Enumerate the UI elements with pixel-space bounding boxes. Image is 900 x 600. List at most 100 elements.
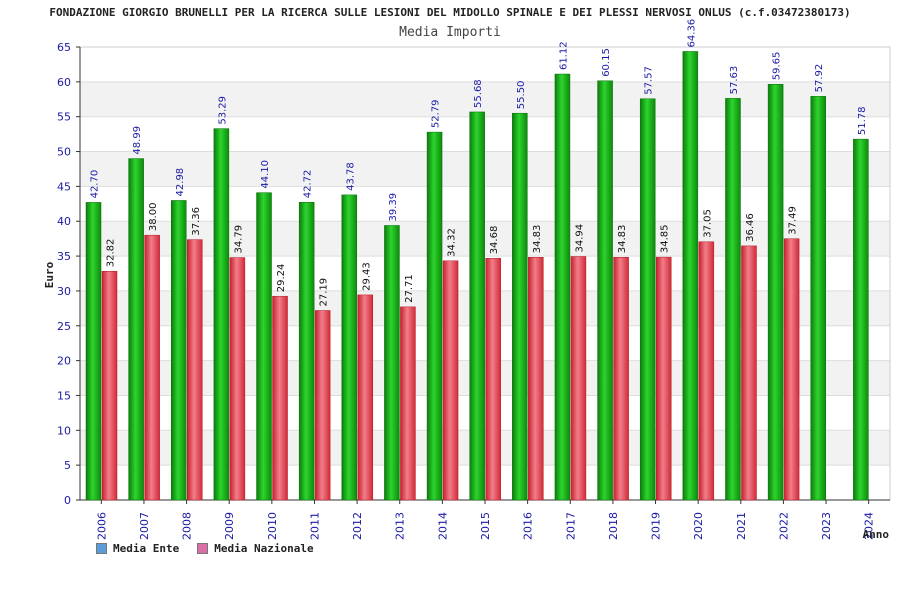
data-label: 34.32 bbox=[447, 228, 458, 257]
x-tick-label: 2021 bbox=[735, 512, 748, 540]
x-tick-label: 2011 bbox=[308, 512, 321, 540]
legend: Media Ente Media Nazionale bbox=[96, 542, 314, 555]
data-label: 34.83 bbox=[617, 225, 628, 254]
legend-item-media-ente: Media Ente bbox=[96, 542, 179, 555]
data-label: 27.19 bbox=[319, 278, 330, 307]
x-tick-label: 2022 bbox=[777, 512, 790, 540]
x-tick-label: 2006 bbox=[95, 512, 108, 540]
bar-media-nazionale bbox=[485, 258, 501, 501]
bar-media-nazionale bbox=[442, 260, 459, 501]
bar-media-nazionale bbox=[357, 294, 374, 501]
legend-label-media-ente: Media Ente bbox=[113, 542, 180, 555]
data-label: 42.70 bbox=[90, 170, 101, 199]
bar-media-ente bbox=[810, 96, 826, 501]
data-label: 60.15 bbox=[601, 48, 612, 77]
bar-media-ente bbox=[384, 225, 400, 501]
bar-media-nazionale bbox=[400, 306, 416, 501]
chart-title: FONDAZIONE GIORGIO BRUNELLI PER LA RICER… bbox=[49, 6, 851, 19]
bar-media-ente bbox=[725, 98, 741, 501]
data-label: 32.82 bbox=[106, 239, 117, 268]
x-tick-label: 2020 bbox=[692, 512, 705, 540]
bars bbox=[85, 51, 869, 501]
legend-label-media-nazionale: Media Nazionale bbox=[214, 542, 314, 555]
y-tick-label: 5 bbox=[64, 459, 71, 472]
data-label: 37.49 bbox=[788, 206, 799, 235]
bar-media-ente bbox=[469, 111, 485, 501]
x-tick-label: 2024 bbox=[863, 512, 876, 540]
data-label: 27.71 bbox=[404, 274, 415, 303]
y-tick-label: 30 bbox=[57, 285, 71, 298]
bar-media-nazionale bbox=[613, 257, 629, 501]
y-tick-label: 20 bbox=[57, 355, 71, 368]
data-label: 61.12 bbox=[558, 41, 569, 70]
bar-media-nazionale bbox=[698, 241, 715, 501]
data-label: 44.10 bbox=[260, 160, 271, 189]
x-tick-label: 2023 bbox=[820, 512, 833, 540]
bar-media-ente bbox=[341, 194, 358, 501]
data-label: 55.68 bbox=[473, 79, 484, 108]
bar-media-nazionale bbox=[229, 257, 246, 501]
bar-media-nazionale bbox=[101, 271, 118, 501]
bar-media-ente bbox=[554, 73, 571, 501]
bar-media-ente bbox=[298, 202, 315, 501]
bar-media-ente bbox=[213, 128, 230, 501]
data-label: 37.36 bbox=[191, 207, 202, 236]
y-tick-label: 55 bbox=[57, 111, 71, 124]
data-label: 59.65 bbox=[772, 52, 783, 81]
data-label: 29.43 bbox=[361, 262, 372, 291]
y-tick-label: 60 bbox=[57, 76, 71, 89]
data-label: 38.00 bbox=[148, 203, 159, 232]
data-label: 37.05 bbox=[702, 209, 713, 238]
x-tick-label: 2018 bbox=[607, 512, 620, 540]
bar-media-nazionale bbox=[783, 238, 800, 501]
data-label: 53.29 bbox=[217, 96, 228, 125]
bar-media-ente bbox=[171, 200, 187, 501]
data-label: 55.50 bbox=[516, 81, 527, 110]
grid-band bbox=[80, 47, 890, 82]
y-tick-label: 10 bbox=[57, 424, 71, 437]
data-label: 64.36 bbox=[686, 19, 697, 48]
x-tick-label: 2017 bbox=[564, 512, 577, 540]
y-tick-label: 25 bbox=[57, 320, 71, 333]
bar-media-ente bbox=[682, 51, 699, 501]
data-label: 34.79 bbox=[233, 225, 244, 254]
bar-media-nazionale bbox=[272, 295, 288, 501]
bar-media-ente bbox=[85, 202, 102, 501]
legend-item-media-nazionale: Media Nazionale bbox=[197, 542, 314, 555]
x-tick-label: 2012 bbox=[351, 512, 364, 540]
data-label: 36.46 bbox=[745, 213, 756, 242]
y-tick-label: 50 bbox=[57, 146, 71, 159]
data-label: 34.94 bbox=[574, 224, 585, 253]
bar-media-ente bbox=[512, 112, 528, 501]
bar-media-nazionale bbox=[570, 256, 587, 501]
x-tick-label: 2016 bbox=[522, 512, 535, 540]
axes: 0 5 10 15 20 25 30 35 40 45 50 55 60 65 2006 2007 2008 20… bbox=[57, 41, 890, 540]
x-tick-label: 2010 bbox=[266, 512, 279, 540]
x-tick-label: 2013 bbox=[394, 512, 407, 540]
y-tick-label: 0 bbox=[64, 494, 71, 507]
x-axis-title: Anno bbox=[863, 528, 890, 541]
y-axis-title: Euro bbox=[43, 261, 56, 288]
x-tick-label: 2007 bbox=[138, 512, 151, 540]
bar-media-ente bbox=[426, 131, 443, 501]
y-tick-label: 35 bbox=[57, 250, 71, 263]
bar-media-ente bbox=[853, 138, 869, 501]
bar-media-nazionale bbox=[314, 310, 331, 501]
data-label: 42.98 bbox=[175, 168, 186, 197]
x-tick-label: 2015 bbox=[479, 512, 492, 540]
y-tick-label: 65 bbox=[57, 41, 71, 54]
bar-media-ente bbox=[128, 158, 144, 501]
y-tick-label: 40 bbox=[57, 215, 71, 228]
data-label: 57.92 bbox=[814, 64, 825, 93]
y-tick-label: 15 bbox=[57, 389, 71, 402]
data-label: 29.24 bbox=[276, 264, 287, 293]
data-label: 42.72 bbox=[303, 170, 314, 199]
data-label: 52.79 bbox=[431, 99, 442, 128]
bar-media-ente bbox=[767, 84, 784, 501]
data-label: 57.57 bbox=[644, 66, 655, 95]
data-label: 43.78 bbox=[345, 162, 356, 191]
data-label: 57.63 bbox=[729, 66, 740, 95]
y-tick-label: 45 bbox=[57, 180, 71, 193]
bar-media-nazionale bbox=[187, 239, 203, 501]
